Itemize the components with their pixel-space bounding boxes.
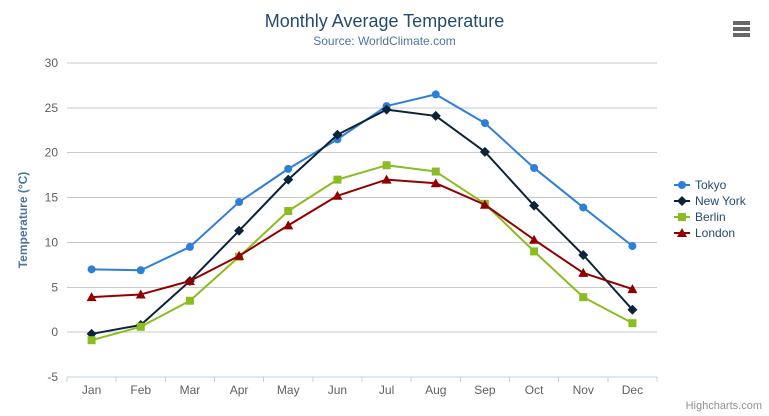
data-point-new-york[interactable] xyxy=(430,110,441,121)
data-point-tokyo[interactable] xyxy=(530,163,539,172)
data-point-new-york[interactable] xyxy=(578,249,589,260)
x-axis-label: Dec xyxy=(622,383,643,397)
legend-marker-berlin xyxy=(678,213,686,221)
data-point-london[interactable] xyxy=(529,234,540,244)
x-axis-label: Nov xyxy=(573,383,594,397)
legend-marker-london xyxy=(677,228,687,237)
y-axis-label: 0 xyxy=(51,325,58,339)
chart-subtitle: Source: WorldClimate.com xyxy=(313,34,456,48)
data-point-new-york[interactable] xyxy=(381,104,392,115)
legend-item-tokyo[interactable]: Tokyo xyxy=(674,178,727,192)
export-menu-button[interactable] xyxy=(733,21,750,39)
data-point-berlin[interactable] xyxy=(431,167,440,176)
data-point-new-york[interactable] xyxy=(332,129,343,140)
data-point-berlin[interactable] xyxy=(185,296,194,305)
legend-label-berlin: Berlin xyxy=(695,210,726,224)
legend-label-london: London xyxy=(695,226,735,240)
hamburger-menu-icon xyxy=(733,27,750,31)
series-line-london xyxy=(90,178,634,299)
data-point-berlin[interactable] xyxy=(382,161,391,170)
data-point-tokyo[interactable] xyxy=(579,203,588,212)
series-line-new-york xyxy=(90,108,634,335)
data-point-london[interactable] xyxy=(479,199,490,209)
data-point-london[interactable] xyxy=(86,292,97,302)
data-point-london[interactable] xyxy=(184,276,195,286)
legend-item-berlin[interactable]: Berlin xyxy=(674,210,726,224)
y-axis-title: Temperature (°C) xyxy=(16,172,30,269)
data-point-tokyo[interactable] xyxy=(284,164,293,173)
data-point-new-york[interactable] xyxy=(529,200,540,211)
data-point-new-york[interactable] xyxy=(627,304,638,315)
data-point-berlin[interactable] xyxy=(136,322,145,331)
hamburger-menu-icon xyxy=(733,33,750,37)
x-axis-label: Oct xyxy=(525,383,544,397)
x-axis-label: May xyxy=(277,383,300,397)
x-axis-label: Sep xyxy=(474,383,496,397)
hamburger-menu-icon xyxy=(733,21,750,25)
data-point-tokyo[interactable] xyxy=(87,265,96,274)
x-axis-label: Jun xyxy=(328,383,347,397)
data-point-london[interactable] xyxy=(627,284,638,294)
y-axis-label: 5 xyxy=(51,280,58,294)
y-axis-label: 15 xyxy=(45,191,59,205)
chart-title: Monthly Average Temperature xyxy=(264,11,505,31)
series-new-york xyxy=(86,104,638,339)
data-point-berlin[interactable] xyxy=(284,207,293,216)
y-axis-label: -5 xyxy=(47,370,58,384)
credits-link[interactable]: Highcharts.com xyxy=(685,400,762,412)
data-point-london[interactable] xyxy=(332,190,343,200)
series-london xyxy=(86,174,638,302)
data-point-london[interactable] xyxy=(578,267,589,277)
data-point-london[interactable] xyxy=(283,220,294,230)
data-point-tokyo[interactable] xyxy=(136,266,145,275)
data-point-berlin[interactable] xyxy=(87,336,96,345)
series-line-berlin xyxy=(90,164,634,342)
data-point-london[interactable] xyxy=(135,289,146,299)
x-axis-label: Jul xyxy=(379,383,394,397)
data-point-london[interactable] xyxy=(234,250,245,260)
data-point-new-york[interactable] xyxy=(283,174,294,185)
data-point-tokyo[interactable] xyxy=(185,242,194,251)
data-point-london[interactable] xyxy=(381,174,392,184)
x-axis-label: Feb xyxy=(130,383,151,397)
y-axis-label: 10 xyxy=(45,235,59,249)
data-point-berlin[interactable] xyxy=(579,293,588,302)
legend-label-new-york: New York xyxy=(695,194,747,208)
data-point-new-york[interactable] xyxy=(234,225,245,236)
x-axis-label: Jan xyxy=(82,383,101,397)
data-point-new-york[interactable] xyxy=(479,146,490,157)
data-point-tokyo[interactable] xyxy=(431,90,440,99)
y-axis-label: 30 xyxy=(45,56,59,70)
x-axis-label: Aug xyxy=(425,383,446,397)
legend-item-london[interactable]: London xyxy=(674,226,735,240)
data-point-berlin[interactable] xyxy=(530,247,539,256)
legend-marker-tokyo xyxy=(678,181,686,189)
data-point-tokyo[interactable] xyxy=(480,119,489,128)
series-line-tokyo xyxy=(90,93,634,272)
y-axis-label: 25 xyxy=(45,101,59,115)
data-point-berlin[interactable] xyxy=(628,319,637,328)
legend-marker-new-york xyxy=(677,196,687,206)
data-point-berlin[interactable] xyxy=(333,175,342,184)
legend-label-tokyo: Tokyo xyxy=(695,178,727,192)
x-axis-label: Mar xyxy=(180,383,201,397)
data-point-tokyo[interactable] xyxy=(628,242,637,251)
data-point-tokyo[interactable] xyxy=(235,198,244,207)
data-point-london[interactable] xyxy=(430,178,441,188)
y-axis-label: 20 xyxy=(45,146,59,160)
legend-item-new-york[interactable]: New York xyxy=(674,194,747,208)
x-axis-label: Apr xyxy=(230,383,249,397)
series-tokyo xyxy=(87,90,637,275)
